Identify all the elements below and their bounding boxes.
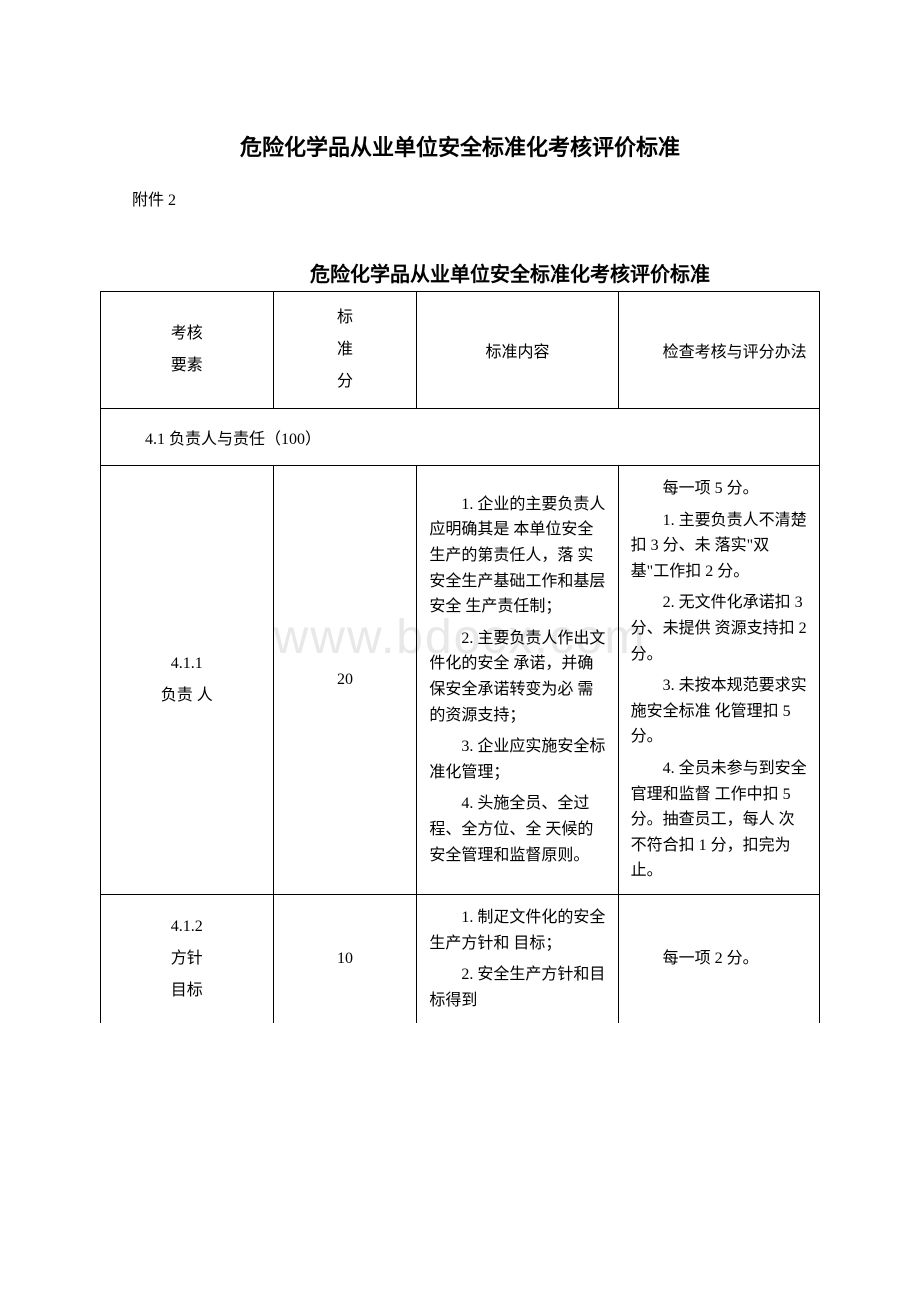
attachment-label: 附件 2	[100, 186, 820, 210]
row1-content-p2: 2. 主要负责人作出文件化的安全 承诺，并确保安全承诺转变为必 需的资源支持；	[429, 626, 605, 728]
row1-element-code: 4.1.1	[113, 648, 261, 680]
main-title: 危险化学品从业单位安全标准化考核评价标准	[100, 130, 820, 162]
table-header-row: 考核要素 标 准 分 标准内容 检查考核与评分办法	[101, 292, 820, 409]
row1-content-p3: 3. 企业应实施安全标准化管理；	[429, 734, 605, 785]
row1-method-p4: 3. 未按本规范要求实施安全标准 化管理扣 5 分。	[631, 673, 807, 750]
header-score-line2: 准	[286, 334, 405, 366]
row2-content-p2: 2. 安全生产方针和目标得到	[429, 962, 605, 1013]
header-element: 考核要素	[101, 292, 274, 409]
row1-method-p3: 2. 无文件化承诺扣 3 分、未提供 资源支持扣 2 分。	[631, 590, 807, 667]
row2-method-p1: 每一项 2 分。	[631, 946, 807, 972]
row2-element-name2: 目标	[113, 975, 261, 1007]
evaluation-table: 考核要素 标 准 分 标准内容 检查考核与评分办法 4.1 负责人与责任（100…	[100, 291, 820, 1023]
sub-title: 危险化学品从业单位安全标准化考核评价标准	[100, 258, 820, 287]
row1-content-p4: 4. 头施全员、全过程、全方位、全 天候的安全管理和监督原则。	[429, 791, 605, 868]
table-row: 4.1.1 负责 人 20 1. 企业的主要负责人应明确其是 本单位安全生产的第…	[101, 466, 820, 895]
row2-content-p1: 1. 制疋文件化的安全生产方针和 目标；	[429, 905, 605, 956]
section-header-row: 4.1 负责人与责任（100）	[101, 409, 820, 466]
row1-element-name: 负责 人	[113, 680, 261, 712]
header-content: 标准内容	[417, 292, 618, 409]
table-row: 4.1.2 方针 目标 10 1. 制疋文件化的安全生产方针和 目标； 2. 安…	[101, 894, 820, 1023]
row1-content: 1. 企业的主要负责人应明确其是 本单位安全生产的第责任人，落 实安全生产基础工…	[417, 466, 618, 895]
row1-method-p1: 每一项 5 分。	[631, 476, 807, 502]
row1-method-p5: 4. 全员未参与到安全官理和监督 工作中扣 5 分。抽查员工，每人 次不符合扣 …	[631, 756, 807, 884]
section-header-cell: 4.1 负责人与责任（100）	[101, 409, 820, 466]
row1-method-p2: 1. 主要负责人不清楚扣 3 分、未 落实"双基"工作扣 2 分。	[631, 508, 807, 585]
row2-score: 10	[273, 894, 417, 1023]
header-score-line1: 标	[286, 302, 405, 334]
header-score: 标 准 分	[273, 292, 417, 409]
header-element-text: 考核要素	[113, 318, 261, 382]
header-method: 检查考核与评分办法	[618, 292, 819, 409]
row1-method: 每一项 5 分。 1. 主要负责人不清楚扣 3 分、未 落实"双基"工作扣 2 …	[618, 466, 819, 895]
row1-score: 20	[273, 466, 417, 895]
row2-element: 4.1.2 方针 目标	[101, 894, 274, 1023]
header-score-line3: 分	[286, 366, 405, 398]
row2-element-code: 4.1.2	[113, 911, 261, 943]
row2-method: 每一项 2 分。	[618, 894, 819, 1023]
row2-element-name1: 方针	[113, 943, 261, 975]
row1-content-p1: 1. 企业的主要负责人应明确其是 本单位安全生产的第责任人，落 实安全生产基础工…	[429, 492, 605, 620]
row1-element: 4.1.1 负责 人	[101, 466, 274, 895]
row2-content: 1. 制疋文件化的安全生产方针和 目标； 2. 安全生产方针和目标得到	[417, 894, 618, 1023]
